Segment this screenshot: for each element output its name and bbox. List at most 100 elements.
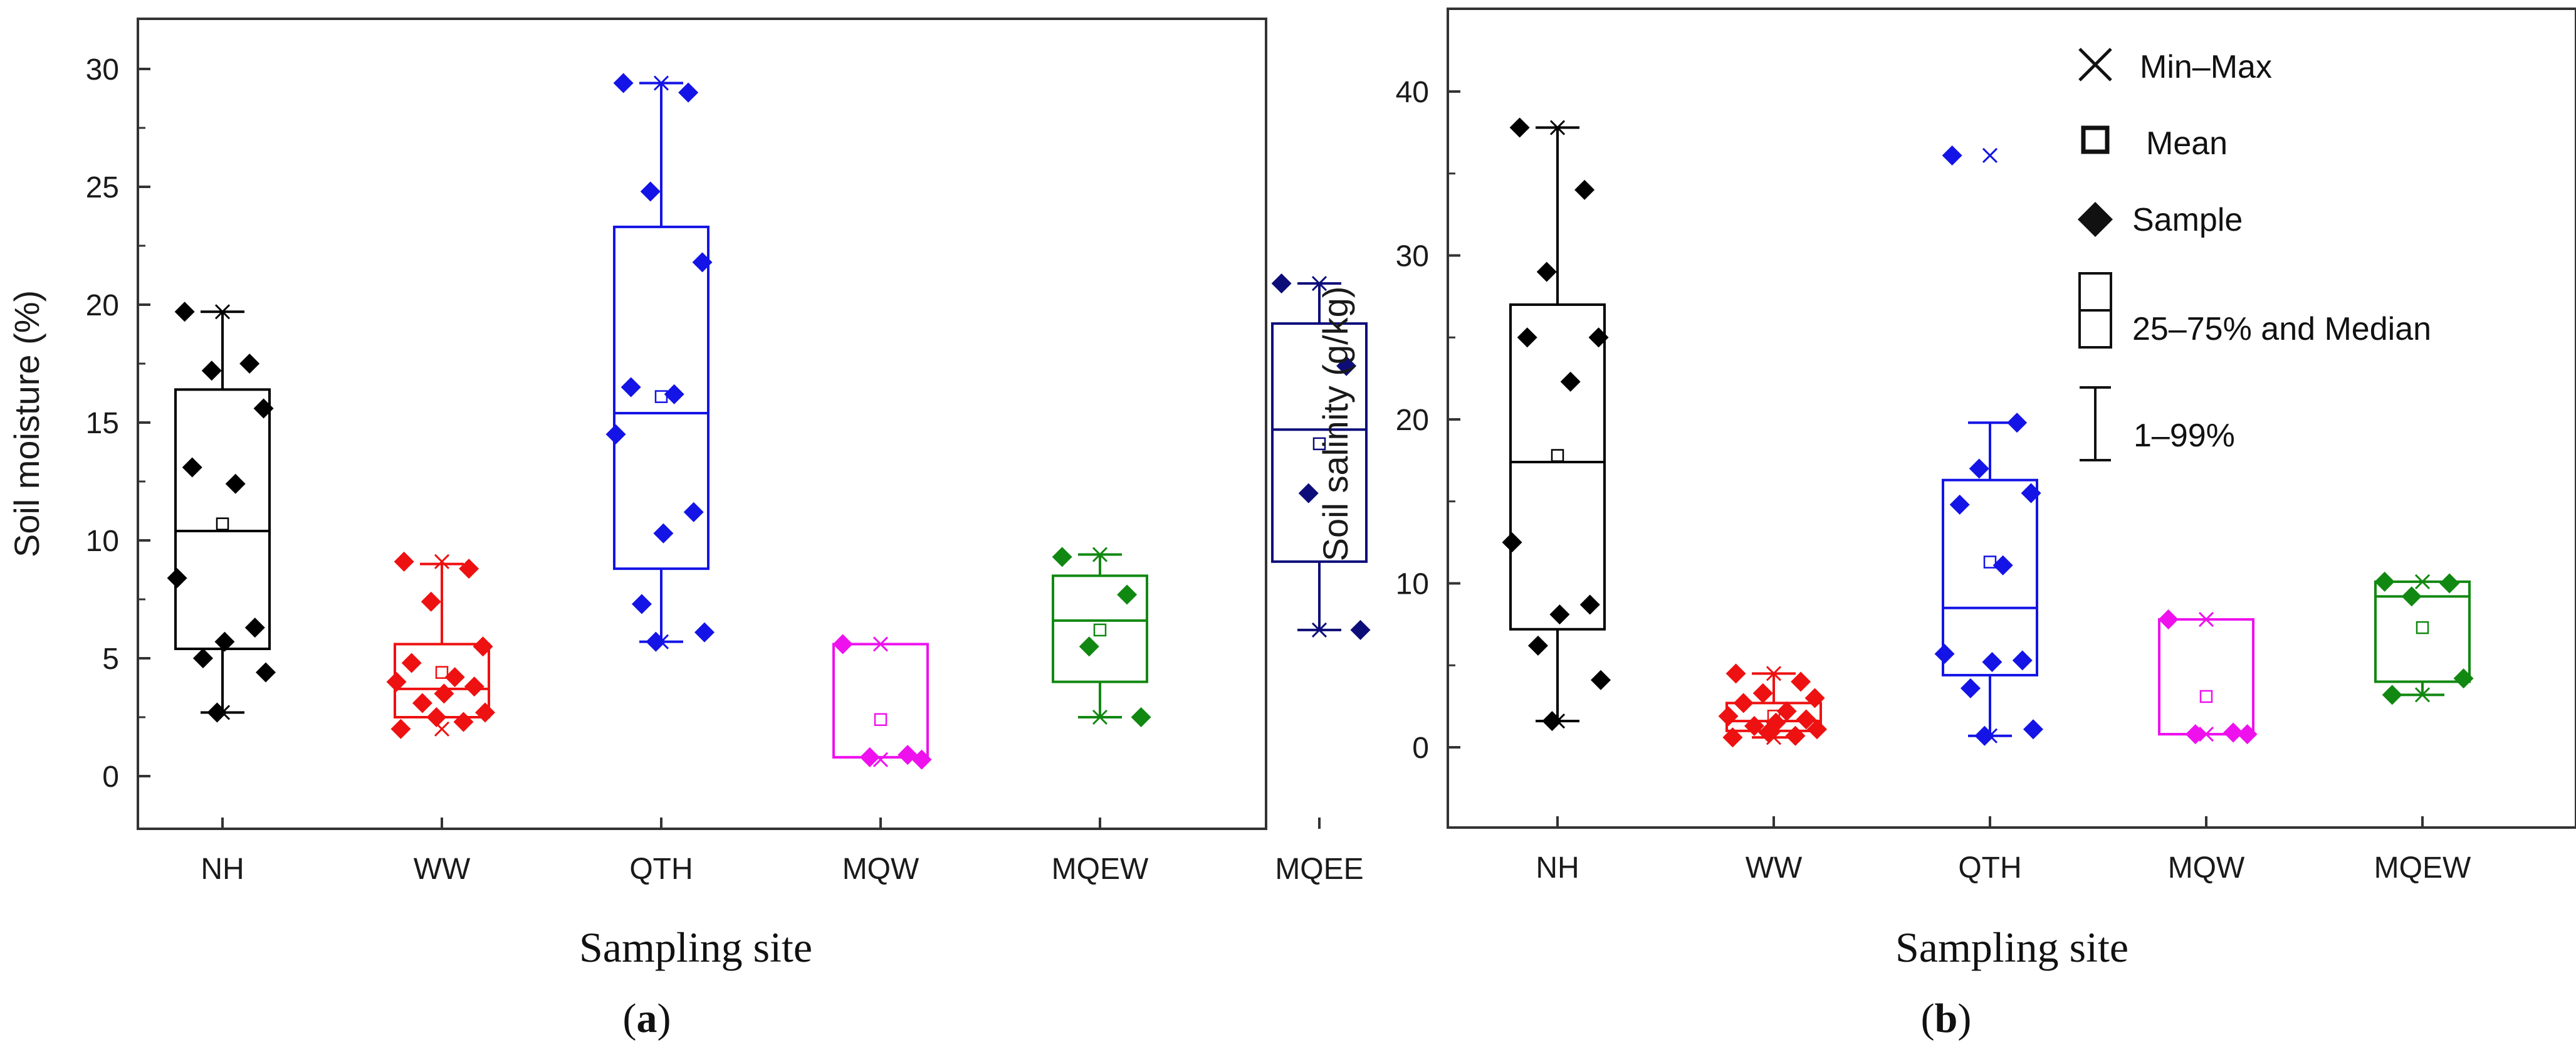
x-tick-label-ww: WW xyxy=(1746,851,1803,885)
sample-point xyxy=(1298,483,1319,503)
sample-point xyxy=(390,718,411,739)
series-mqew xyxy=(1052,547,1151,727)
sample-point xyxy=(214,631,235,652)
legend-box: 25–75% and Median xyxy=(2078,272,2431,349)
sample-point xyxy=(653,523,674,544)
sample-point xyxy=(207,702,228,723)
sample-point xyxy=(2021,483,2041,503)
sample-point xyxy=(1718,706,1739,727)
legend-sample-label: Sample xyxy=(2132,202,2243,238)
mean-marker xyxy=(2416,621,2429,634)
y-tick-label: 30 xyxy=(86,53,119,87)
y-tick-label: 40 xyxy=(1396,76,1429,109)
sample-point xyxy=(1517,327,1537,348)
sample-point xyxy=(678,82,699,103)
sample-point xyxy=(253,398,274,419)
sample-point xyxy=(911,749,932,770)
legend-box-label: 25–75% and Median xyxy=(2132,311,2431,347)
box-iqr xyxy=(1942,478,2038,676)
x-tick-label-qth: QTH xyxy=(629,853,693,886)
y-tick-label: 10 xyxy=(86,525,119,558)
sample-point xyxy=(1776,701,1797,722)
mean-marker xyxy=(874,713,887,727)
mean-marker xyxy=(1093,623,1107,637)
box-iqr xyxy=(832,643,929,759)
panel-b-y-axis-label: Soil salinity (g/kg) xyxy=(1316,287,1355,562)
series-qth xyxy=(605,73,715,652)
sample-point xyxy=(192,648,213,668)
minmax-marker xyxy=(1766,666,1782,681)
mean-marker xyxy=(2199,690,2213,703)
series-mqw xyxy=(832,634,932,770)
sample-point xyxy=(401,653,422,673)
y-tick-label: 15 xyxy=(86,407,119,440)
sample-point xyxy=(394,551,414,572)
sample-point xyxy=(1536,261,1557,282)
y-tick-label: 25 xyxy=(86,171,119,204)
sample-point xyxy=(1934,643,1955,664)
minmax-marker xyxy=(872,636,889,652)
panel-a-y-axis-label: Soil moisture (%) xyxy=(7,290,46,557)
x-tick-label-mqw: MQW xyxy=(842,853,919,886)
box-iqr xyxy=(2158,618,2254,736)
panel-b-x-axis-label: Sampling site xyxy=(1895,923,2128,971)
minmax-marker xyxy=(2198,727,2214,742)
x-tick-label-mqw: MQW xyxy=(2168,851,2245,885)
legend-whisker-label: 1–99% xyxy=(2134,418,2235,454)
sample-point xyxy=(1079,636,1099,657)
series-ww xyxy=(386,551,495,739)
sample-point xyxy=(1560,371,1581,392)
series-nh xyxy=(1502,117,1611,732)
sample-point xyxy=(2453,668,2474,689)
sample-point xyxy=(1131,707,1151,727)
sample-point xyxy=(239,354,260,374)
sample-point xyxy=(2007,413,2028,433)
y-tick-label: 10 xyxy=(1396,568,1429,601)
sample-point xyxy=(475,702,495,723)
sample-point xyxy=(692,252,713,273)
sample-point xyxy=(1579,594,1600,615)
minmax-marker xyxy=(2414,574,2431,589)
panel-b-y-axis: 0 10 20 30 40 xyxy=(1396,76,1460,765)
sample-point xyxy=(434,683,454,704)
sample-point xyxy=(201,360,222,381)
sample-point xyxy=(453,712,474,732)
panel-a-label: (a) xyxy=(623,996,671,1041)
sample-point xyxy=(859,747,880,767)
series-mqee xyxy=(1271,273,1371,640)
series-nh xyxy=(167,302,276,723)
sample-point xyxy=(1725,663,1746,684)
minmax-marker xyxy=(1092,709,1108,725)
sample-point xyxy=(1804,688,1825,708)
sample-point xyxy=(605,424,626,444)
legend-whisker: 1–99% xyxy=(2080,386,2235,461)
mean-marker xyxy=(1983,555,1997,569)
y-tick-label: 30 xyxy=(1396,240,1429,273)
sample-point xyxy=(2012,650,2033,671)
minmax-marker xyxy=(2198,611,2214,628)
box-iqr xyxy=(613,225,709,571)
sample-point xyxy=(1992,555,2013,576)
sample-point xyxy=(2439,573,2460,594)
x-tick-label-mqew: MQEW xyxy=(2374,851,2471,885)
sample-point xyxy=(1796,709,1816,730)
y-tick-label: 0 xyxy=(102,760,119,794)
sample-point xyxy=(1758,722,1779,743)
mean-symbol xyxy=(2081,125,2110,154)
sample-point xyxy=(1336,355,1357,376)
series-mqw xyxy=(2158,609,2258,745)
sample-point xyxy=(2237,724,2258,745)
sample-point xyxy=(832,634,853,655)
legend-minmax-label: Min–Max xyxy=(2140,49,2272,85)
sample-symbol xyxy=(2078,202,2113,237)
sample-point xyxy=(412,693,432,713)
sample-point xyxy=(473,636,493,657)
panel-a-x-axis-label: Sampling site xyxy=(579,923,812,971)
sample-point xyxy=(1588,327,1609,348)
sample-point xyxy=(167,568,187,589)
mean-marker xyxy=(435,666,449,679)
sample-point xyxy=(426,707,447,727)
